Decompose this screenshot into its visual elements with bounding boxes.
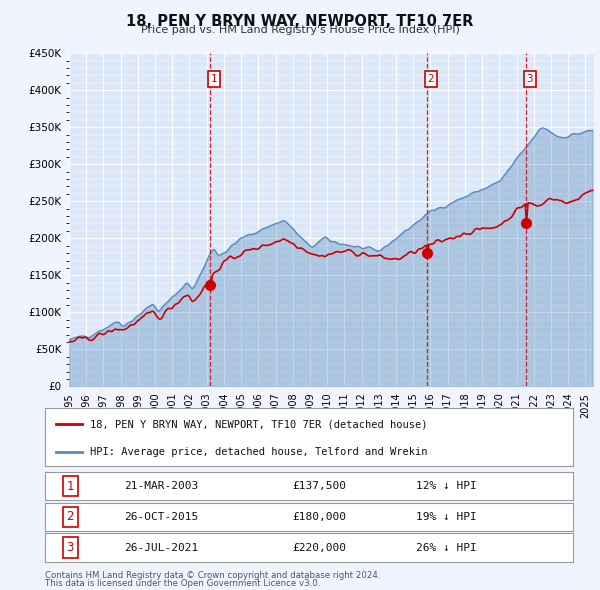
Text: 1: 1 — [67, 480, 74, 493]
Text: 12% ↓ HPI: 12% ↓ HPI — [416, 481, 476, 491]
Text: 2: 2 — [67, 510, 74, 523]
Text: 18, PEN Y BRYN WAY, NEWPORT, TF10 7ER (detached house): 18, PEN Y BRYN WAY, NEWPORT, TF10 7ER (d… — [90, 419, 427, 430]
Text: 26-JUL-2021: 26-JUL-2021 — [124, 543, 198, 552]
Text: 19% ↓ HPI: 19% ↓ HPI — [416, 512, 476, 522]
Text: 3: 3 — [67, 541, 74, 554]
Text: £137,500: £137,500 — [293, 481, 347, 491]
Text: £220,000: £220,000 — [293, 543, 347, 552]
Text: 3: 3 — [526, 74, 533, 84]
Text: 26-OCT-2015: 26-OCT-2015 — [124, 512, 198, 522]
Text: 18, PEN Y BRYN WAY, NEWPORT, TF10 7ER: 18, PEN Y BRYN WAY, NEWPORT, TF10 7ER — [127, 14, 473, 28]
Text: Price paid vs. HM Land Registry's House Price Index (HPI): Price paid vs. HM Land Registry's House … — [140, 25, 460, 35]
Text: Contains HM Land Registry data © Crown copyright and database right 2024.: Contains HM Land Registry data © Crown c… — [45, 571, 380, 579]
Text: HPI: Average price, detached house, Telford and Wrekin: HPI: Average price, detached house, Telf… — [90, 447, 427, 457]
Text: 2: 2 — [428, 74, 434, 84]
Text: 1: 1 — [211, 74, 217, 84]
Text: 26% ↓ HPI: 26% ↓ HPI — [416, 543, 476, 552]
Text: £180,000: £180,000 — [293, 512, 347, 522]
Text: 21-MAR-2003: 21-MAR-2003 — [124, 481, 198, 491]
Text: This data is licensed under the Open Government Licence v3.0.: This data is licensed under the Open Gov… — [45, 579, 320, 588]
